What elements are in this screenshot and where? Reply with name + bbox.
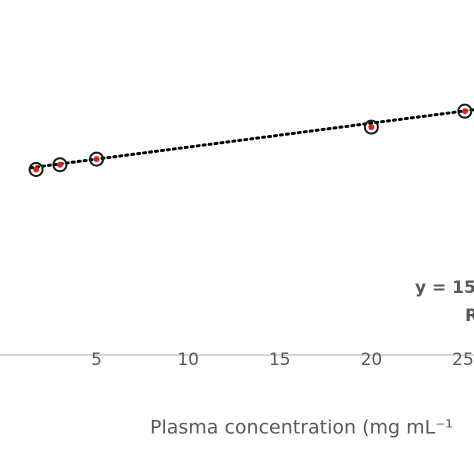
point xyxy=(52,157,68,173)
x-tick-label: 5 xyxy=(91,350,102,370)
point-core xyxy=(56,161,63,168)
x-tick-label: 25 xyxy=(452,350,474,370)
x-tick-label: 15 xyxy=(269,350,291,370)
point-core xyxy=(461,108,468,115)
point xyxy=(363,119,379,135)
point xyxy=(89,151,105,167)
x-axis-label: Plasma concentration (mg mL⁻¹ xyxy=(150,417,453,439)
point xyxy=(28,162,44,178)
annotation: y = 15 xyxy=(415,278,474,298)
point-core xyxy=(368,124,375,131)
point-core xyxy=(93,156,100,163)
annotation: R xyxy=(465,306,474,326)
trendline xyxy=(29,108,474,170)
x-tick-label: 10 xyxy=(177,350,199,370)
point xyxy=(457,103,473,119)
point-core xyxy=(33,166,40,173)
x-tick-label: 20 xyxy=(361,350,383,370)
